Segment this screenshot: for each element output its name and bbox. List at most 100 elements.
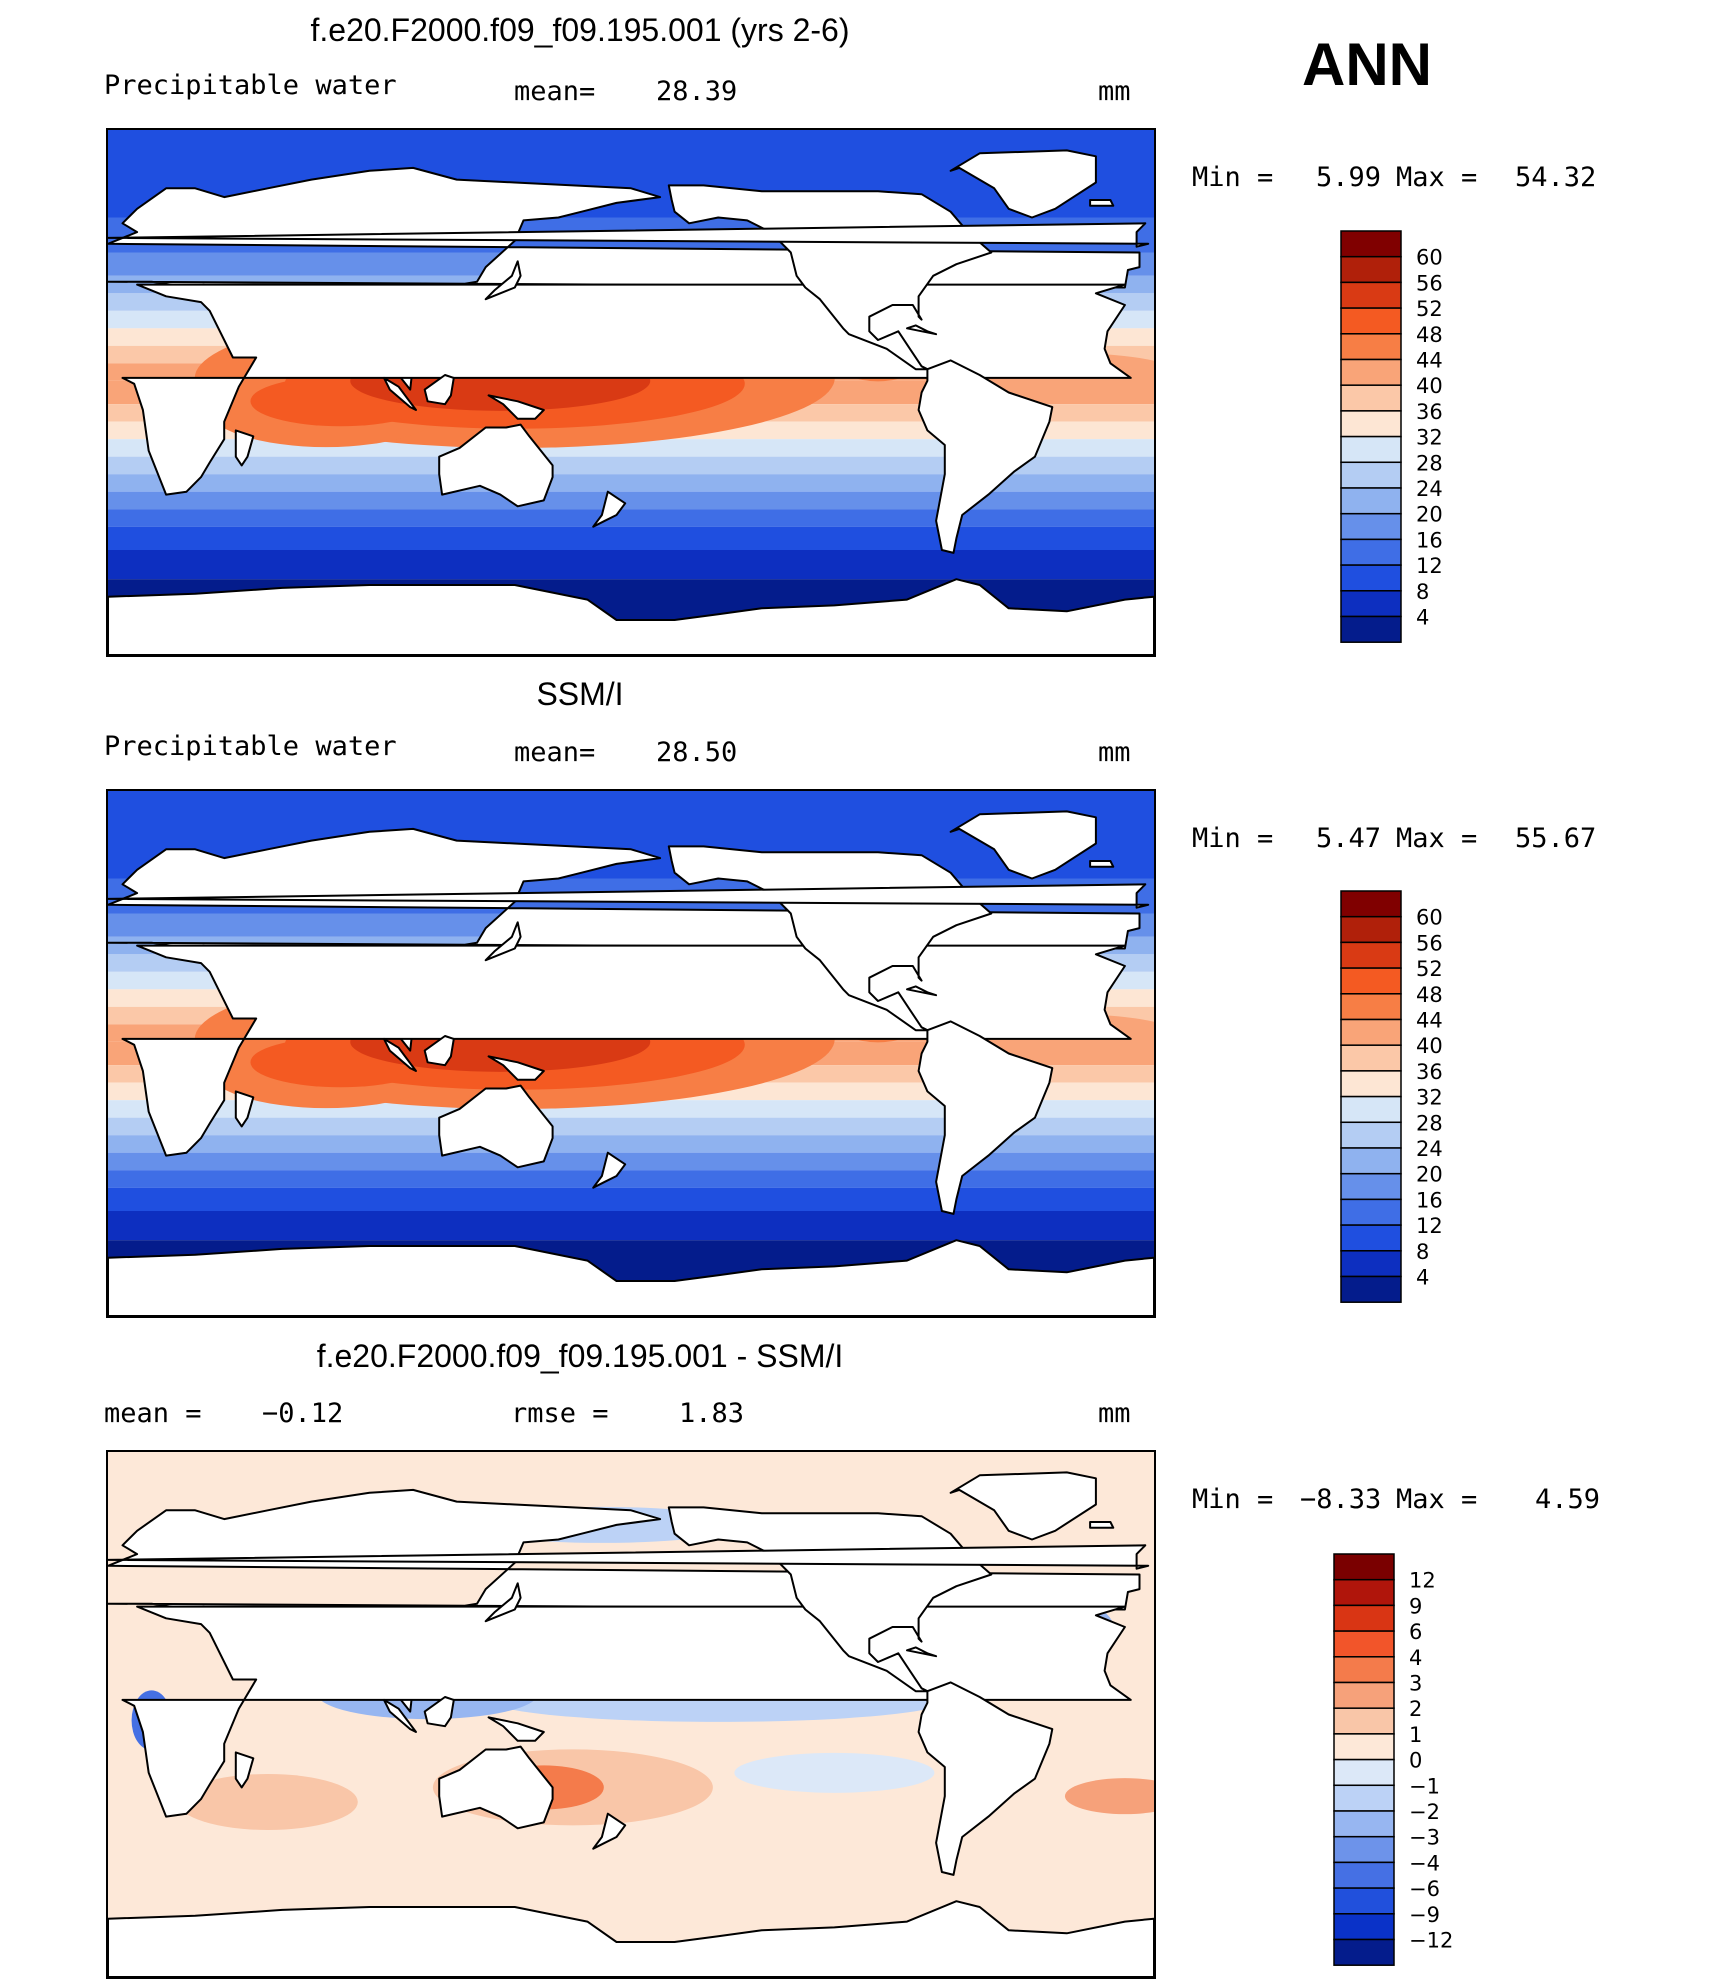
colorbar-tick-label: 40	[1416, 1034, 1443, 1058]
panel1-colorbar: 60 56 52 48 44 40 36 32 28 24 20 16 12 8 4	[1340, 230, 1490, 650]
panel3-units: mm	[1098, 1398, 1131, 1429]
panel3-mean-value: −0.12	[262, 1398, 344, 1429]
colorbar-tick-label: 52	[1416, 957, 1443, 981]
colorbar-swatch	[1333, 1810, 1395, 1838]
field-band	[108, 550, 1154, 580]
coastline-africa	[121, 944, 1132, 1157]
colorbar-swatch	[1340, 1172, 1402, 1201]
colorbar-swatch	[1340, 230, 1402, 258]
panel1-mean-value: 28.39	[656, 76, 738, 107]
colorbar-swatch	[1340, 384, 1402, 412]
coastline-borneo	[423, 1696, 455, 1728]
colorbar-tick-label: 8	[1416, 1240, 1429, 1264]
colorbar-tick-label: 36	[1416, 400, 1443, 424]
colorbar-tick-label: 20	[1416, 1163, 1443, 1187]
panel3-min-label: Min =	[1192, 1484, 1274, 1515]
coastline-cuba	[906, 1646, 938, 1658]
coastline-iceland	[1089, 860, 1115, 868]
field-band	[108, 526, 1154, 550]
colorbar-tick-label: 8	[1416, 580, 1429, 604]
coastline-australia	[438, 423, 554, 508]
colorbar-swatch	[1340, 1250, 1402, 1278]
season-label: ANN	[1302, 31, 1432, 98]
colorbar-tick-label: 32	[1416, 426, 1443, 450]
south-indian-positive	[177, 1774, 358, 1830]
coastline-uk	[108, 883, 1150, 909]
colorbar-swatch	[1333, 1707, 1395, 1735]
panel2-title: SSM/I	[536, 676, 624, 712]
coastline-iceland	[1089, 1521, 1115, 1529]
colorbar-swatch	[1333, 1784, 1395, 1812]
field-band	[108, 491, 1154, 510]
colorbar-swatch	[1340, 615, 1402, 643]
coastline-newguinea	[487, 1716, 545, 1742]
panel3-min-value: −8.33	[1300, 1484, 1382, 1515]
colorbar-tick-label: 60	[1416, 906, 1443, 930]
coastline-sumatra	[383, 1037, 417, 1072]
colorbar-tick-label: 3	[1409, 1672, 1422, 1696]
southeast-pacific-negative	[734, 1752, 935, 1793]
colorbar-swatch	[1340, 1121, 1402, 1149]
colorbar-tick-label: 44	[1416, 349, 1443, 373]
panel3-title: f.e20.F2000.f09_f09.195.001 - SSM/I	[316, 1338, 844, 1374]
colorbar-tick-label: −3	[1409, 1826, 1440, 1850]
colorbar-swatch	[1340, 435, 1402, 464]
coastline-japan	[484, 921, 522, 962]
colorbar-tick-label: 28	[1416, 1111, 1443, 1135]
coastline-sumatra	[383, 376, 417, 411]
coastline-iceland	[1089, 199, 1115, 207]
coastline-newguinea	[487, 1055, 545, 1081]
colorbar-tick-label: 44	[1416, 1009, 1443, 1033]
field-band	[108, 1152, 1154, 1171]
panel1-title: f.e20.F2000.f09_f09.195.001 (yrs 2-6)	[310, 12, 850, 48]
colorbar-swatch	[1333, 1733, 1395, 1761]
colorbar-swatch	[1340, 307, 1402, 335]
colorbar-swatch	[1340, 281, 1402, 309]
panel1-map-svg	[108, 130, 1154, 655]
coastline-borneo	[423, 1035, 455, 1067]
coastline-nzealand	[592, 1812, 627, 1850]
colorbar-swatch	[1340, 255, 1402, 284]
panel2-mean-label: mean=	[514, 737, 596, 768]
coastline-greenland	[949, 149, 1097, 219]
panel2-mean-value: 28.50	[656, 737, 738, 768]
coastline-antarctica	[108, 578, 1154, 655]
panel3-rmse-value: 1.83	[679, 1398, 745, 1429]
coastline-samerica	[917, 1020, 1054, 1215]
panel3-map-svg	[108, 1452, 1154, 1977]
colorbar-tick-label: −12	[1409, 1929, 1453, 1953]
panel2-colorbar: 60 56 52 48 44 40 36 32 28 24 20 16 12 8 4	[1340, 890, 1490, 1310]
panel1-variable-label: Precipitable water	[104, 70, 397, 101]
panel2-max-value: 55.67	[1515, 823, 1597, 854]
colorbar-tick-label: −1	[1409, 1774, 1440, 1798]
panel3-rmse-label: rmse =	[511, 1398, 609, 1429]
colorbar-swatch	[1340, 538, 1402, 566]
colorbar-tick-label: 12	[1409, 1569, 1436, 1593]
field-band	[108, 509, 1154, 527]
coastline-samerica	[917, 1681, 1054, 1876]
coastline-borneo	[423, 374, 455, 406]
coastline-greenland	[949, 1471, 1097, 1541]
panel3-colorbar: 12 9 6 4 3 2 1 0 −1 −2 −3 −4 −6 −9 −12	[1333, 1553, 1483, 1973]
panel1-mean-label: mean=	[514, 76, 596, 107]
colorbar-tick-label: −2	[1409, 1800, 1440, 1824]
colorbar-tick-label: 9	[1409, 1594, 1422, 1618]
colorbar-tick-label: −4	[1409, 1851, 1440, 1875]
coastline-antarctica	[108, 1239, 1154, 1316]
colorbar-tick-label: 60	[1416, 246, 1443, 270]
coastline-africa	[121, 283, 1132, 496]
colorbar-swatch	[1333, 1861, 1395, 1889]
panel1-max-value: 54.32	[1515, 162, 1597, 193]
colorbar-swatch	[1333, 1604, 1395, 1632]
field-band	[108, 474, 1154, 492]
colorbar-tick-label: 24	[1416, 477, 1443, 501]
panel2-variable-label: Precipitable water	[104, 731, 397, 762]
coastline-cuba	[906, 324, 938, 336]
colorbar-swatch	[1340, 967, 1402, 995]
colorbar-swatch	[1333, 1630, 1395, 1658]
colorbar-swatch	[1333, 1835, 1395, 1864]
colorbar-swatch	[1340, 1095, 1402, 1124]
colorbar-swatch	[1340, 1044, 1402, 1072]
colorbar-swatch	[1340, 512, 1402, 541]
panel1-max-label: Max =	[1396, 162, 1478, 193]
